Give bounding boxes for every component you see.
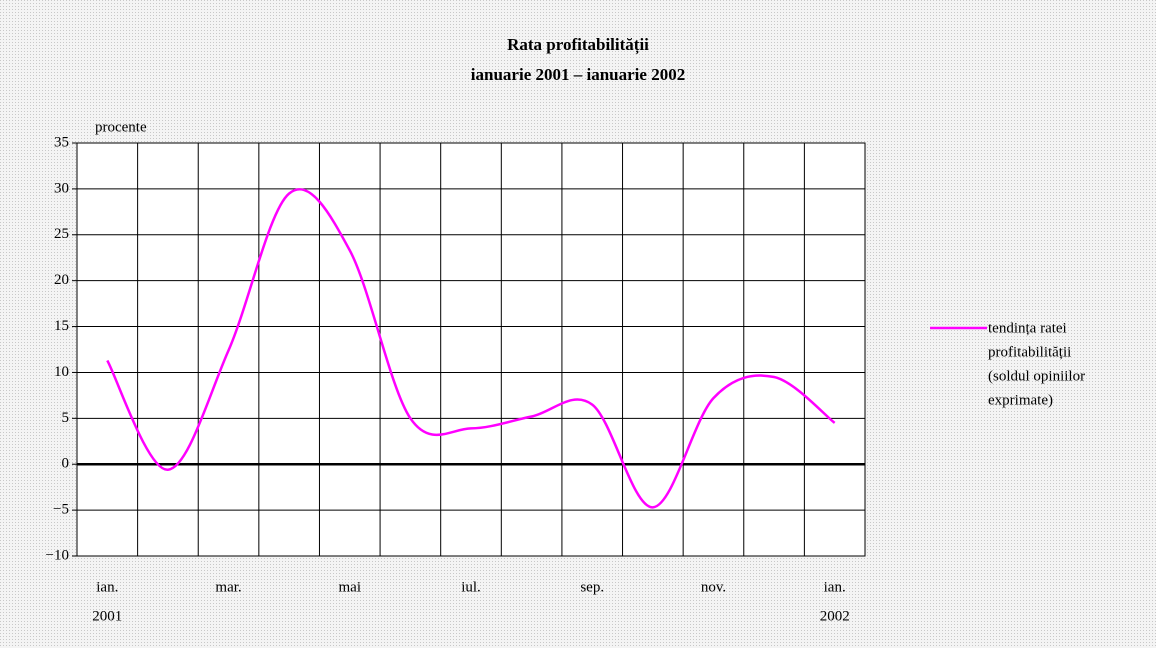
legend-label: profitabilității bbox=[988, 344, 1071, 360]
y-tick-label: 10 bbox=[54, 364, 69, 380]
legend-label: (soldul opiniilor bbox=[988, 368, 1085, 384]
y-tick-label: 20 bbox=[54, 272, 69, 288]
y-tick-label: 0 bbox=[62, 456, 70, 472]
y-tick-label: 15 bbox=[54, 318, 69, 334]
x-tick-label: sep. bbox=[580, 579, 604, 595]
legend-label: exprimate) bbox=[988, 392, 1053, 408]
y-tick-label: −5 bbox=[53, 502, 69, 518]
x-tick-label: nov. bbox=[701, 579, 726, 595]
x-tick-label: iul. bbox=[461, 579, 481, 595]
x-tick-label: ian. bbox=[96, 579, 118, 595]
y-tick-label: 25 bbox=[54, 226, 69, 242]
x-tick-sublabel: 2002 bbox=[820, 608, 850, 624]
y-axis-label: procente bbox=[95, 119, 147, 135]
plot-area bbox=[76, 142, 866, 557]
x-tick-sublabel: 2001 bbox=[92, 608, 122, 624]
line-series bbox=[106, 188, 836, 509]
y-tick-label: 35 bbox=[54, 134, 69, 150]
legend-label: tendința ratei bbox=[988, 320, 1067, 336]
x-tick-label: ian. bbox=[824, 579, 846, 595]
y-tick-label: 30 bbox=[54, 180, 69, 196]
chart-title: Rata profitabilității bbox=[507, 35, 649, 55]
y-tick-label: 5 bbox=[62, 410, 70, 426]
x-tick-label: mai bbox=[339, 579, 362, 595]
x-tick-label: mar. bbox=[215, 579, 241, 595]
chart-subtitle: ianuarie 2001 – ianuarie 2002 bbox=[471, 65, 685, 84]
y-tick-label: −10 bbox=[46, 547, 69, 563]
